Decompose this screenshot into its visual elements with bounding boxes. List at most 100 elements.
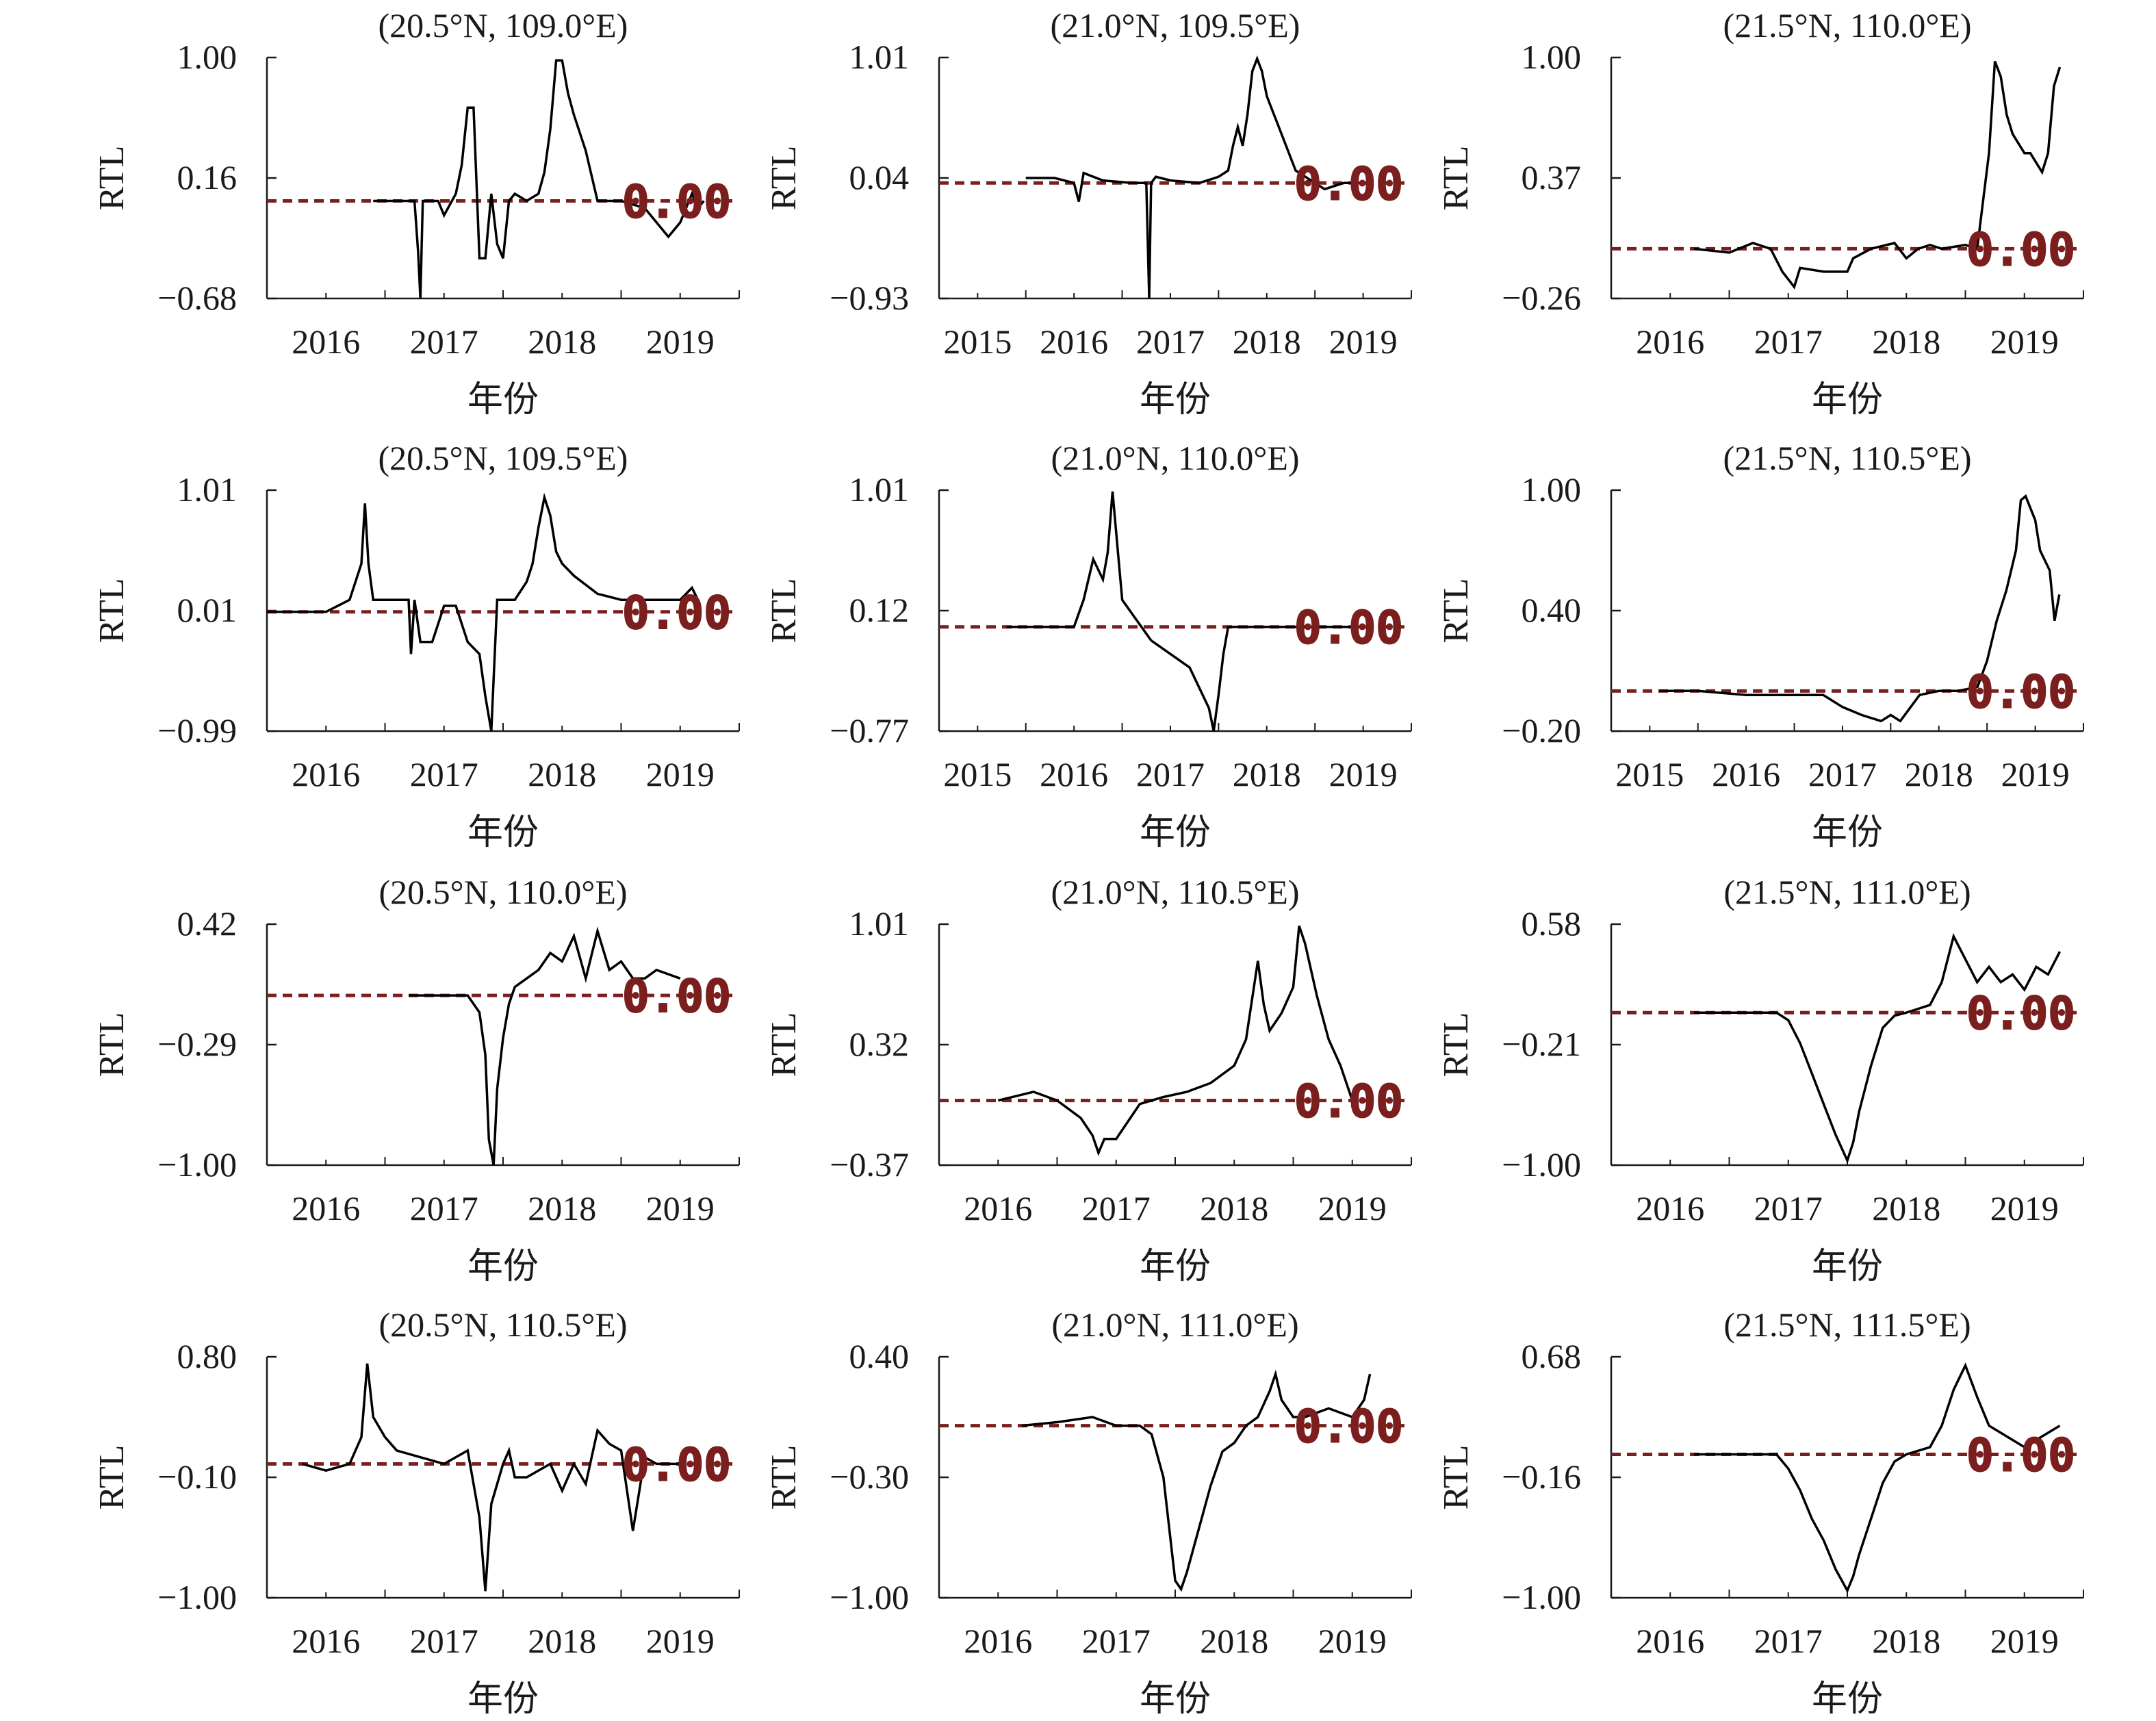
y-tick-label: 0.80 <box>177 1337 238 1375</box>
series-line <box>1693 60 2062 290</box>
series-line <box>1693 932 2062 1164</box>
reference-value-label: 0.00 <box>1294 157 1403 210</box>
x-axis-title: 年份 <box>1140 381 1211 420</box>
x-tick-label: 2019 <box>2001 755 2070 793</box>
y-axis-title: RTL <box>92 1444 131 1509</box>
x-axis-title: 年份 <box>1140 1247 1211 1286</box>
y-tick-label: −1.00 <box>1502 1145 1581 1184</box>
x-axis-title: 年份 <box>467 1680 539 1719</box>
chart-panel: (21.5°N, 110.5°E) −0.20 0.40 1.00 2015 2016 20… <box>1437 439 2084 852</box>
x-tick-label: 2016 <box>1636 1189 1704 1227</box>
chart-panel: (21.5°N, 110.0°E) −0.26 0.37 1.00 2016 2017 20… <box>1437 6 2084 420</box>
x-axis-title: 年份 <box>1140 1680 1211 1719</box>
y-axis-title: RTL <box>92 145 131 210</box>
y-tick-label: 0.37 <box>1522 158 1582 196</box>
x-axis-title: 年份 <box>1812 1680 1883 1719</box>
x-tick-label: 2015 <box>1615 755 1684 793</box>
reference-value-label: 0.00 <box>1966 987 2075 1040</box>
x-tick-label: 2019 <box>646 1189 715 1227</box>
x-tick-label: 2017 <box>1754 1622 1823 1660</box>
chart-panel: (20.5°N, 110.5°E) −1.00 −0.10 0.80 2016 2017 2… <box>92 1305 740 1719</box>
series-line <box>1025 55 1363 299</box>
x-tick-label: 2019 <box>1318 1189 1387 1227</box>
x-tick-label: 2018 <box>1200 1622 1268 1660</box>
y-axis-title: RTL <box>92 578 131 643</box>
y-axis-title: RTL <box>1437 1444 1476 1509</box>
x-tick-label: 2016 <box>292 322 360 361</box>
x-tick-label: 2016 <box>964 1622 1032 1660</box>
chart-panel: (21.0°N, 110.5°E) −0.37 0.32 1.01 2016 2017 20… <box>765 873 1412 1286</box>
x-axis-title: 年份 <box>1812 1247 1883 1286</box>
chart-title: (20.5°N, 110.0°E) <box>378 873 627 911</box>
y-axis-title: RTL <box>1437 1012 1476 1077</box>
x-tick-label: 2018 <box>1233 322 1301 361</box>
chart-title: (20.5°N, 109.5°E) <box>378 439 628 477</box>
y-tick-label: 1.00 <box>1522 38 1582 76</box>
y-tick-label: 1.00 <box>1522 470 1582 509</box>
x-tick-label: 2018 <box>1905 755 1973 793</box>
y-tick-label: −1.00 <box>1502 1578 1581 1616</box>
x-tick-label: 2016 <box>964 1189 1032 1227</box>
x-tick-label: 2015 <box>943 322 1012 361</box>
series-line <box>1021 1369 1372 1592</box>
x-tick-label: 2018 <box>528 755 596 793</box>
chart-title: (21.0°N, 110.0°E) <box>1051 439 1299 477</box>
chart-panel: (21.0°N, 109.5°E) −0.93 0.04 1.01 2015 2016 20… <box>765 6 1412 420</box>
y-tick-label: 0.12 <box>849 591 910 629</box>
chart-panel: (21.5°N, 111.0°E) −1.00 −0.21 0.58 2016 2017 2… <box>1437 873 2084 1286</box>
y-tick-label: −0.99 <box>157 711 237 750</box>
x-tick-label: 2019 <box>646 1622 715 1660</box>
x-tick-label: 2017 <box>1754 322 1823 361</box>
x-tick-label: 2018 <box>1200 1189 1268 1227</box>
x-tick-label: 2016 <box>1712 755 1780 793</box>
chart-panel: (20.5°N, 109.5°E) −0.99 0.01 1.01 2016 2017 20… <box>92 439 740 852</box>
x-tick-label: 2017 <box>410 1189 478 1227</box>
reference-value-label: 0.00 <box>622 176 731 229</box>
x-tick-label: 2017 <box>410 755 478 793</box>
x-tick-label: 2019 <box>1990 1189 2059 1227</box>
y-tick-label: −0.77 <box>830 711 909 750</box>
x-tick-label: 2017 <box>1082 1189 1151 1227</box>
y-tick-label: 0.42 <box>177 904 238 943</box>
x-tick-label: 2019 <box>1990 322 2059 361</box>
reference-value-label: 0.00 <box>1966 223 2075 276</box>
x-tick-label: 2016 <box>1636 322 1704 361</box>
y-tick-label: 1.01 <box>177 470 238 509</box>
chart-panel: (21.0°N, 110.0°E) −0.77 0.12 1.01 2015 2016 20… <box>765 439 1412 852</box>
x-tick-label: 2016 <box>1040 755 1108 793</box>
x-tick-label: 2017 <box>410 1622 478 1660</box>
x-tick-label: 2019 <box>646 755 715 793</box>
series-line <box>373 59 705 299</box>
x-tick-label: 2015 <box>943 755 1012 793</box>
y-tick-label: 0.58 <box>1522 904 1582 943</box>
reference-value-label: 0.00 <box>622 587 731 639</box>
chart-panel: (21.0°N, 111.0°E) −1.00 −0.30 0.40 2016 2017 2… <box>765 1305 1412 1719</box>
x-tick-label: 2018 <box>528 1622 596 1660</box>
x-tick-label: 2019 <box>1329 755 1398 793</box>
x-axis-title: 年份 <box>1140 813 1211 852</box>
series-line <box>997 926 1354 1157</box>
reference-value-label: 0.00 <box>1294 1075 1403 1128</box>
y-tick-label: −0.10 <box>157 1457 237 1496</box>
x-tick-label: 2016 <box>292 1622 360 1660</box>
x-axis-title: 年份 <box>467 813 539 852</box>
y-tick-label: 0.01 <box>177 591 238 629</box>
x-axis-title: 年份 <box>1812 381 1883 420</box>
x-tick-label: 2018 <box>1872 1189 1940 1227</box>
x-tick-label: 2018 <box>528 322 596 361</box>
chart-panel: (20.5°N, 109.0°E) −0.68 0.16 1.00 2016 2017 20… <box>92 6 740 420</box>
x-tick-label: 2017 <box>1808 755 1877 793</box>
x-tick-label: 2017 <box>410 322 478 361</box>
chart-title: (20.5°N, 110.5°E) <box>378 1305 627 1344</box>
reference-value-label: 0.00 <box>622 1438 731 1491</box>
y-tick-label: −0.30 <box>830 1457 909 1496</box>
series-line <box>302 1363 680 1592</box>
reference-value-label: 0.00 <box>1294 602 1403 654</box>
y-tick-label: −0.20 <box>1502 711 1581 750</box>
x-tick-label: 2016 <box>292 1189 360 1227</box>
y-tick-label: 0.40 <box>1522 591 1582 629</box>
chart-title: (21.5°N, 111.5°E) <box>1723 1305 1971 1344</box>
y-axis-title: RTL <box>92 1012 131 1077</box>
y-axis-title: RTL <box>765 1012 804 1077</box>
